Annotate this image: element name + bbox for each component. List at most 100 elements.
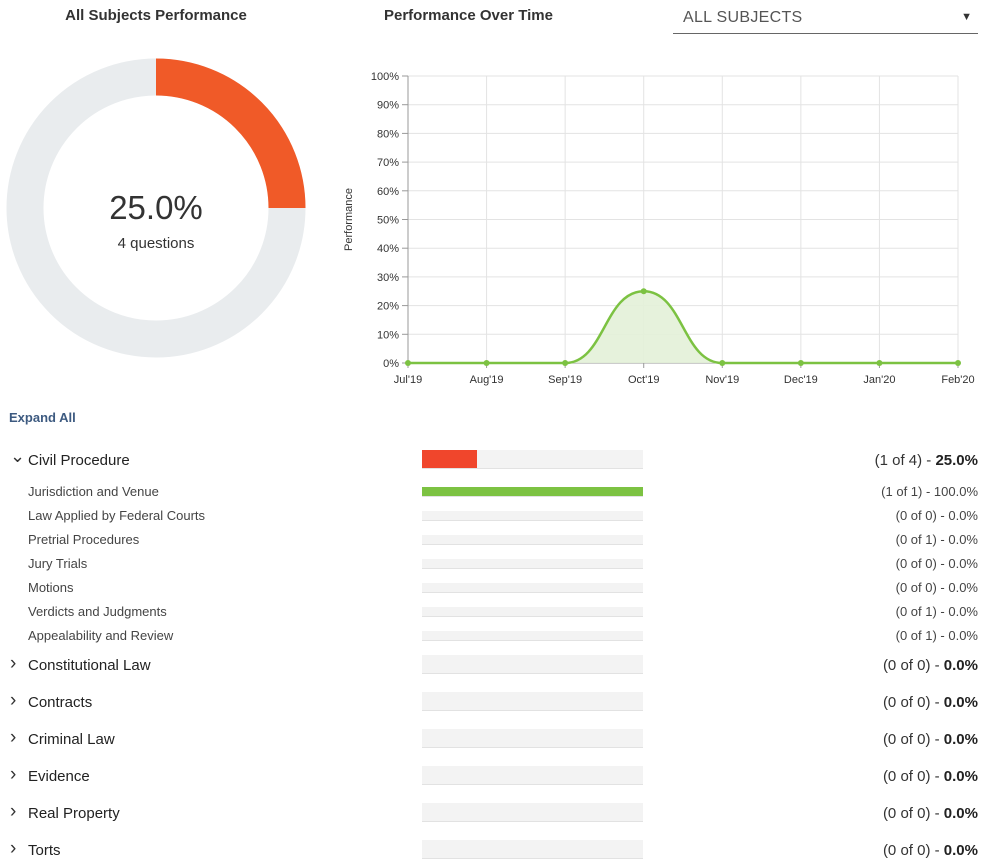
subject-name: Criminal Law [28, 731, 115, 748]
subject-score: (1 of 4) - 25.0% [875, 452, 978, 469]
chevron-right-icon[interactable]: › [10, 801, 17, 822]
subtopic-score: (0 of 1) - 0.0% [895, 628, 978, 643]
subject-name: Constitutional Law [28, 657, 151, 674]
subject-score: (0 of 0) - 0.0% [883, 842, 978, 859]
subject-score-percent: 25.0% [935, 452, 978, 469]
donut-question-count: 4 questions [117, 235, 195, 252]
chevron-right-icon[interactable]: › [10, 764, 17, 785]
subtopic-progress-bar [422, 511, 643, 521]
donut-arc [155, 58, 306, 209]
donut-chart [6, 58, 306, 358]
y-tick-label: 50% [377, 215, 399, 227]
series-point [405, 360, 411, 366]
y-tick-label: 90% [377, 100, 399, 112]
chevron-down-icon[interactable]: ⌄ [10, 446, 26, 466]
x-tick-label: Sep'19 [548, 374, 582, 386]
donut-title: All Subjects Performance [65, 7, 247, 24]
subtopic-name: Pretrial Procedures [28, 532, 140, 547]
subtopic-row: Appealability and Review (0 of 1) - 0.0% [0, 627, 987, 647]
subject-row[interactable]: › Torts (0 of 0) - 0.0% [0, 839, 987, 863]
subtopic-progress-bar [422, 583, 643, 593]
subtopic-progress-bar [422, 535, 643, 545]
x-tick-label: Nov'19 [705, 374, 739, 386]
subject-progress-bar [422, 840, 643, 859]
subject-progress-bar [422, 729, 643, 748]
subject-score: (0 of 0) - 0.0% [883, 731, 978, 748]
subject-score-count: (0 of 0) - [882, 731, 944, 748]
subject-score-count: (0 of 0) - [882, 694, 944, 711]
chevron-right-icon[interactable]: › [10, 727, 17, 748]
y-tick-label: 10% [377, 329, 399, 341]
series-point [797, 360, 804, 366]
subject-score-count: (0 of 0) - [882, 805, 944, 822]
chevron-right-icon[interactable]: › [10, 653, 17, 674]
subtopic-name: Jurisdiction and Venue [28, 484, 159, 499]
x-tick-label: Oct'19 [628, 374, 659, 386]
donut-percent: 25.0% [109, 189, 203, 226]
subject-row[interactable]: ⌄ Civil Procedure (1 of 4) - 25.0% [0, 446, 987, 473]
y-axis-label: Performance [343, 188, 355, 251]
expand-all-link[interactable]: Expand All [9, 410, 76, 425]
subtopic-score: (0 of 0) - 0.0% [895, 580, 978, 595]
y-tick-label: 80% [377, 128, 399, 140]
subject-progress-bar [422, 803, 643, 822]
subtopic-progress-bar [422, 631, 643, 641]
subtopic-score: (0 of 1) - 0.0% [895, 532, 978, 547]
y-tick-label: 70% [377, 157, 399, 169]
subject-select-value: ALL SUBJECTS [683, 9, 803, 26]
subject-select[interactable]: ALL SUBJECTS ▼ [673, 2, 978, 34]
subject-row[interactable]: › Evidence (0 of 0) - 0.0% [0, 765, 987, 789]
subtopic-row: Motions (0 of 0) - 0.0% [0, 579, 987, 599]
x-tick-label: Dec'19 [784, 374, 818, 386]
subtopic-row: Jurisdiction and Venue (1 of 1) - 100.0% [0, 483, 987, 503]
x-tick-label: Aug'19 [470, 374, 504, 386]
subtopic-row: Jury Trials (0 of 0) - 0.0% [0, 555, 987, 575]
y-tick-label: 40% [377, 243, 399, 255]
y-tick-label: 100% [371, 71, 399, 83]
series-point [955, 360, 961, 366]
subject-name: Real Property [28, 805, 120, 822]
subject-progress-bar [422, 655, 643, 674]
series-point [876, 360, 883, 366]
y-tick-label: 20% [377, 301, 399, 313]
subject-score-percent: 0.0% [943, 805, 978, 822]
subject-score-count: (1 of 4) - [874, 452, 936, 469]
subject-row[interactable]: › Contracts (0 of 0) - 0.0% [0, 691, 987, 715]
subtopic-name: Appealability and Review [28, 628, 174, 643]
series-point [562, 360, 569, 366]
series-point [483, 360, 490, 366]
subtopic-name: Verdicts and Judgments [28, 604, 167, 619]
chart-title: Performance Over Time [384, 7, 553, 24]
subject-row[interactable]: › Criminal Law (0 of 0) - 0.0% [0, 728, 987, 752]
subject-row[interactable]: › Constitutional Law (0 of 0) - 0.0% [0, 654, 987, 678]
subject-score-percent: 0.0% [943, 768, 978, 785]
subtopic-score: (1 of 1) - 100.0% [881, 484, 978, 499]
subject-progress-bar [422, 450, 643, 469]
chevron-right-icon[interactable]: › [10, 838, 17, 859]
subject-score-percent: 0.0% [943, 731, 978, 748]
dropdown-caret-icon: ▼ [961, 11, 972, 23]
subject-progress-fill [422, 450, 478, 468]
subtopic-progress-fill [422, 487, 643, 496]
subtopic-row: Law Applied by Federal Courts (0 of 0) - … [0, 507, 987, 527]
subject-name: Torts [28, 842, 61, 859]
subject-name: Evidence [28, 768, 90, 785]
series-point [719, 360, 726, 366]
subject-row[interactable]: › Real Property (0 of 0) - 0.0% [0, 802, 987, 826]
subtopic-name: Jury Trials [28, 556, 88, 571]
subtopic-score: (0 of 0) - 0.0% [895, 508, 978, 523]
x-tick-label: Jul'19 [394, 374, 422, 386]
x-tick-label: Jan'20 [863, 374, 895, 386]
subtopic-row: Pretrial Procedures (0 of 1) - 0.0% [0, 531, 987, 551]
subtopic-progress-bar [422, 607, 643, 617]
subject-score: (0 of 0) - 0.0% [883, 768, 978, 785]
subject-progress-bar [422, 692, 643, 711]
subject-score-count: (0 of 0) - [882, 657, 944, 674]
subject-score: (0 of 0) - 0.0% [883, 805, 978, 822]
subject-score-count: (0 of 0) - [882, 842, 944, 859]
chevron-right-icon[interactable]: › [10, 690, 17, 711]
subject-name: Civil Procedure [28, 452, 130, 469]
subject-score-count: (0 of 0) - [882, 768, 944, 785]
subject-progress-bar [422, 766, 643, 785]
performance-line-chart: 0% 10% 20% 30% 40% 50% 60% 70% 80% 90% 100% Jul'19 A… [343, 71, 975, 386]
